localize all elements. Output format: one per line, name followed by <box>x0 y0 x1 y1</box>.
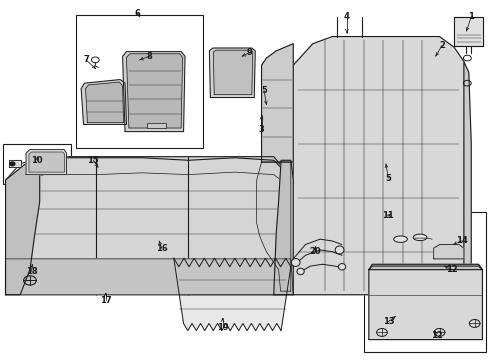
Text: 1: 1 <box>468 12 473 21</box>
Text: 16: 16 <box>155 244 167 253</box>
Polygon shape <box>122 51 184 132</box>
Polygon shape <box>261 44 293 162</box>
Polygon shape <box>5 157 293 295</box>
Polygon shape <box>85 82 123 123</box>
Polygon shape <box>173 258 290 330</box>
Polygon shape <box>29 152 64 172</box>
Bar <box>147 123 166 128</box>
Polygon shape <box>5 160 40 295</box>
Polygon shape <box>9 160 21 167</box>
Text: 11: 11 <box>382 211 393 220</box>
Ellipse shape <box>296 268 304 275</box>
Text: 12: 12 <box>445 265 457 274</box>
Ellipse shape <box>338 264 345 270</box>
Polygon shape <box>126 54 182 128</box>
Bar <box>76 15 203 148</box>
Polygon shape <box>209 48 255 98</box>
Text: 15: 15 <box>87 156 99 165</box>
Polygon shape <box>453 17 483 45</box>
Text: 18: 18 <box>25 267 37 276</box>
Polygon shape <box>368 264 482 270</box>
Text: 4: 4 <box>343 12 349 21</box>
Circle shape <box>10 162 15 166</box>
Bar <box>3 144 71 184</box>
Text: 8: 8 <box>146 52 152 61</box>
Polygon shape <box>256 162 290 291</box>
Polygon shape <box>368 266 482 339</box>
Text: 13: 13 <box>382 317 393 326</box>
Ellipse shape <box>412 234 426 240</box>
Text: 7: 7 <box>83 55 89 64</box>
Polygon shape <box>463 62 470 295</box>
Polygon shape <box>81 80 126 125</box>
Polygon shape <box>213 50 252 95</box>
Text: 14: 14 <box>455 237 467 246</box>
Text: 19: 19 <box>216 323 228 332</box>
Polygon shape <box>433 244 463 259</box>
Ellipse shape <box>393 236 407 242</box>
Text: 9: 9 <box>246 48 252 57</box>
Text: 5: 5 <box>385 174 390 183</box>
Text: 10: 10 <box>31 156 43 165</box>
Ellipse shape <box>334 246 343 254</box>
Polygon shape <box>273 160 293 295</box>
Polygon shape <box>293 37 463 295</box>
Polygon shape <box>5 259 293 295</box>
Text: 17: 17 <box>100 296 111 305</box>
Text: 5: 5 <box>261 86 266 95</box>
Ellipse shape <box>291 258 300 266</box>
Text: 3: 3 <box>258 125 264 134</box>
Text: 20: 20 <box>309 247 320 256</box>
Text: 6: 6 <box>134 9 140 18</box>
Text: 12: 12 <box>430 332 442 341</box>
Polygon shape <box>26 149 66 175</box>
Bar <box>363 212 485 352</box>
Text: 2: 2 <box>438 41 444 50</box>
